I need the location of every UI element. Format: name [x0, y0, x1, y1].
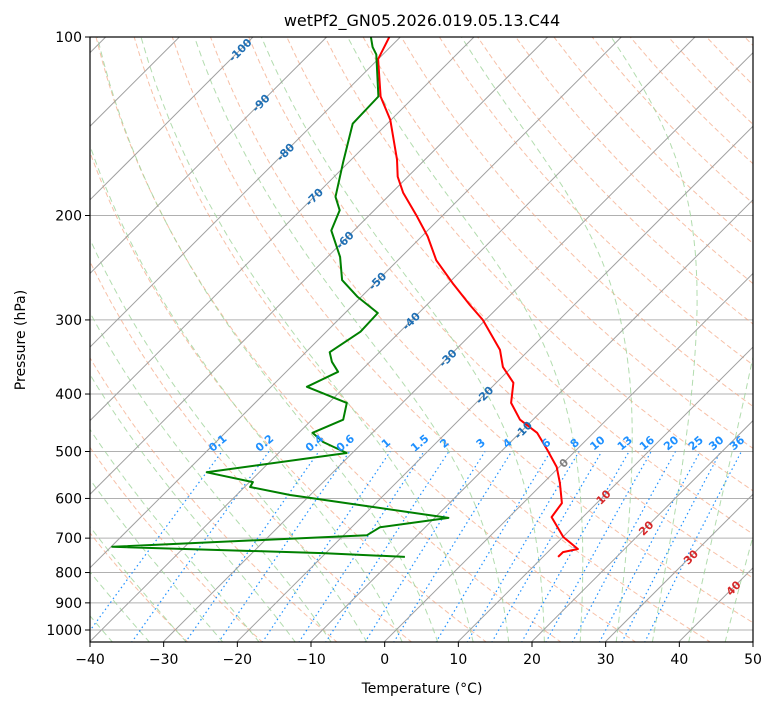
dry-adiabat: [400, 37, 753, 408]
isotherm: [457, 346, 753, 642]
dry-adiabat: [90, 150, 488, 642]
moist-adiabat: [460, 37, 633, 642]
moist-adiabat: [260, 37, 545, 642]
x-axis-title: Temperature (°C): [361, 681, 483, 697]
y-tick-label: 600: [55, 491, 82, 507]
mixing-ratio-line: [364, 451, 486, 642]
chart-title: wetPf2_GN05.2026.019.05.13.C44: [284, 11, 560, 31]
dry-adiabat: [90, 446, 263, 642]
isotherm: [604, 493, 753, 642]
moist-adiabat: [688, 354, 753, 642]
mixing-ratio-line: [298, 451, 425, 642]
y-tick-label: 200: [55, 209, 82, 225]
y-tick-label: 100: [55, 30, 82, 46]
x-tick-label: 20: [523, 652, 541, 668]
moist-adiabat: [193, 37, 510, 642]
dry-adiabat: [248, 37, 753, 579]
x-tick-label: −20: [223, 652, 253, 668]
temperature-line: [377, 37, 579, 558]
moist-adiabat: [90, 373, 296, 642]
moist-adiabat: [90, 311, 332, 642]
y-tick-label: 900: [55, 596, 82, 612]
x-tick-label: 50: [744, 652, 762, 668]
x-tick-label: 10: [449, 652, 467, 668]
isotherm: [531, 419, 753, 642]
y-tick-label: 300: [55, 313, 82, 329]
isotherm: [90, 37, 328, 275]
isotherm: [236, 125, 753, 642]
plot-frame: [89, 36, 754, 643]
x-tick-label: 0: [380, 652, 389, 668]
y-tick-label: 500: [55, 444, 82, 460]
dry-adiabat: [438, 37, 753, 366]
moist-adiabat: [90, 238, 368, 642]
y-axis-title: Pressure (hPa): [13, 290, 29, 390]
dry-adiabat: [90, 532, 189, 642]
dry-adiabat: [324, 37, 753, 492]
isotherm: [90, 37, 254, 201]
x-tick-label: −30: [149, 652, 179, 668]
x-tick-label: 30: [597, 652, 615, 668]
isotherm: [90, 37, 622, 569]
x-tick-label: −40: [75, 652, 105, 668]
dry-adiabat: [90, 260, 413, 642]
mixing-ratio-line: [218, 451, 351, 642]
isotherm: [90, 37, 475, 422]
moist-adiabat: [140, 37, 474, 642]
x-axis: −40 −30 −20 −10 0 10 20 30 40 50: [75, 642, 762, 668]
dry-adiabat: [133, 37, 637, 642]
mixing-ratio-line: [393, 451, 513, 642]
moist-adiabat: [724, 534, 753, 642]
mixing-ratio-line: [571, 451, 677, 642]
moist-adiabat: [90, 428, 260, 642]
mixing-ratio-lines: [90, 451, 742, 642]
isotherm: [90, 37, 549, 495]
profiles: [111, 37, 579, 558]
moist-adiabat: [610, 37, 698, 642]
mixing-ratio-line: [261, 451, 391, 642]
y-tick-label: 400: [55, 387, 82, 403]
isotherm: [310, 199, 753, 642]
isotherms: [90, 37, 753, 642]
dry-adiabat: [515, 37, 753, 285]
isotherm: [90, 37, 696, 642]
plot-area: 0.1 0.2 0.4 0.6 1 1.5 2 3 4 6 8 10 13 16 20 25 30 36-100-…: [90, 37, 753, 642]
y-tick-label: 1000: [46, 623, 82, 639]
moist-adiabat: [96, 37, 439, 642]
x-tick-label: −10: [296, 652, 326, 668]
mixing-ratio-line: [598, 451, 701, 642]
dry-adiabat: [90, 356, 338, 642]
y-tick-label: 700: [55, 531, 82, 547]
dry-adiabat: [171, 37, 712, 642]
isotherm: [383, 272, 753, 642]
dewpoint-line: [111, 37, 450, 558]
mixing-ratio-line: [435, 451, 552, 642]
mixing-ratio-line: [325, 451, 450, 642]
x-tick-label: 40: [670, 652, 688, 668]
y-axis: 100 200 300 400 500 600 700 800 900 1000: [46, 30, 90, 639]
y-tick-label: 800: [55, 566, 82, 582]
isotherm: [90, 37, 401, 348]
isotherm: [162, 51, 753, 642]
